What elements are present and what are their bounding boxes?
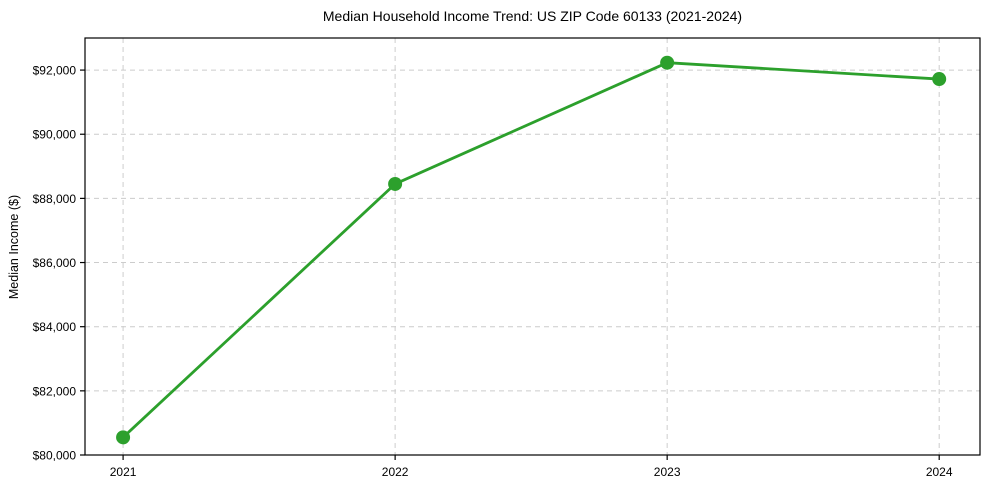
axes-box xyxy=(84,37,981,456)
y-tick-label: $80,000 xyxy=(33,449,77,463)
x-tick-label: 2023 xyxy=(654,465,681,479)
income-trend-line xyxy=(121,61,941,439)
data-point-2022 xyxy=(388,176,403,191)
y-tick-label: $88,000 xyxy=(33,192,77,206)
chart-title: Median Household Income Trend: US ZIP Co… xyxy=(322,8,743,24)
y-tick-label: $82,000 xyxy=(33,384,77,398)
x-tick-label: 2022 xyxy=(382,465,409,479)
x-tick-label: 2021 xyxy=(110,465,137,479)
y-tick-label: $90,000 xyxy=(33,128,77,142)
data-point-2024 xyxy=(932,72,947,87)
x-tick-label: 2024 xyxy=(926,465,953,479)
y-tick-label: $92,000 xyxy=(33,64,77,78)
data-point-2021 xyxy=(116,430,131,445)
data-point-2023 xyxy=(660,55,675,70)
y-axis-label: Median Income ($) xyxy=(7,194,21,300)
y-tick-label: $86,000 xyxy=(33,256,77,270)
y-tick-label: $84,000 xyxy=(33,320,77,334)
